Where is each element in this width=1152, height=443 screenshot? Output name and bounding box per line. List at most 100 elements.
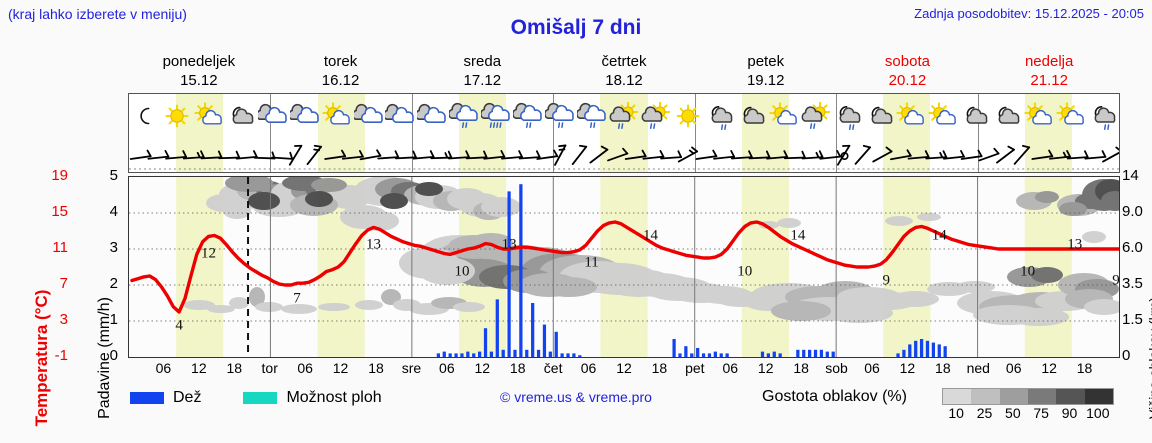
precipitation-tick-2: 3 [109,239,118,256]
wind-barb-row [129,144,1119,170]
rain-bar [772,351,776,357]
rain-bar [501,349,505,357]
wind-barb-20 [483,149,506,160]
cloudheight-tick-4: 1.5 [1122,311,1143,328]
legend-item-showers: Možnost ploh [243,389,382,407]
sun-icon [161,96,193,138]
day-separator-2 [411,94,413,172]
rain-bar [548,351,552,357]
wind-barb-10 [306,144,323,166]
cloud-density-swatch-2 [999,389,1028,404]
precipitation-axis-title: Padavine (mm/h) [78,176,113,419]
day-name: sobota [884,53,930,70]
wind-barb-6 [235,150,258,160]
wind-barb-4 [200,150,223,160]
moon-cloud-icon [225,96,257,138]
rain-bar [925,340,930,357]
temperature-label-14: 9 [1112,272,1120,289]
wind-barb-1 [147,149,170,160]
rain-bar [678,353,682,357]
rain-bar [813,349,818,357]
day-separator-6 [977,94,979,172]
day-date: 15.12 [180,72,218,89]
rain-bar [707,353,712,357]
cloud-rain-heavy-icon [480,96,512,138]
wind-barb-40 [836,144,851,166]
cloud-density-swatch-5 [1084,389,1113,404]
rain-bar [454,353,458,357]
cloud-density-tick-labels: 10 25 50 75 90 100 [940,405,1120,423]
weather-icon-row [129,96,1119,138]
wind-barb-42 [872,146,893,163]
x-tick-0: 06 [155,360,172,376]
temperature-label-1: 12 [201,245,217,262]
rain-bar [542,324,547,357]
precipitation-tick-3: 2 [109,275,118,292]
rain-bar [566,353,570,357]
wind-barb-32 [695,149,718,160]
meteogram-canvas [129,177,1119,357]
cloud-density-legend-title: Gostota oblakov (%) [762,388,907,405]
wind-barb-35 [748,150,771,160]
legend-item-rain: Dež [130,389,201,407]
x-tick-26: 18 [1076,360,1093,376]
day-header-1: torek 16.12 [270,52,412,92]
x-tick-19: sob [825,360,848,376]
rain-bar [460,353,464,357]
cloudheight-tick-1: 9.0 [1122,203,1143,220]
rain-bar [531,303,535,357]
cloud-icon [416,96,448,138]
rain-bar [719,353,723,357]
day-date: 18.12 [605,72,643,89]
x-tick-20: 06 [864,360,880,376]
temperature-tick-1: 15 [51,203,68,220]
sun-cloud-icon [321,96,353,138]
wind-barb-55 [1102,146,1119,163]
wind-barb-41 [854,144,872,165]
cloud-icon [257,96,289,138]
rain-bar [725,353,729,357]
x-tick-22: 18 [935,360,951,376]
wind-barb-16 [412,150,435,160]
rain-bar [760,351,765,357]
sun-cloud-icon [193,96,225,138]
rain-bar [472,353,476,357]
wind-barb-8 [271,151,294,160]
rain-bar [495,299,499,357]
rain-bar [519,184,523,357]
wind-barb-12 [341,149,364,160]
rain-bar [696,348,700,357]
cloudheight-tick-5: 0 [1122,347,1131,364]
rain-bar [554,331,558,357]
wind-barb-51 [1031,149,1054,160]
wind-barb-31 [677,146,699,163]
wind-barb-44 [907,150,930,160]
temperature-label-11: 14 [931,227,947,244]
rain-bar [796,349,800,357]
cloud-icon [353,96,385,138]
cloud-density-tick-5: 100 [1086,405,1110,421]
copyright-link[interactable]: © vreme.us & vreme.pro [500,389,652,405]
day-date: 20.12 [888,72,927,89]
rain-swatch [130,392,164,404]
wind-barb-39 [819,149,842,160]
rain-bar [489,351,494,357]
day-date: 16.12 [321,72,360,89]
day-header-3: četrtek 18.12 [553,52,695,92]
x-tick-21: 12 [899,360,916,376]
temperature-label-3: 13 [366,236,382,253]
rain-bar [466,351,470,357]
day-header-5: sobota 20.12 [837,52,979,92]
wind-barb-23 [536,149,559,160]
wind-barb-52 [1049,149,1071,160]
x-tick-7: sre [401,360,422,376]
rain-bar [684,346,688,357]
rain-bar [825,351,829,357]
cloud-density-swatch-0 [943,389,972,404]
x-tick-8: 06 [439,360,455,376]
day-name: nedelja [1024,53,1074,70]
moon-cloud-icon [959,96,991,138]
temperature-line [130,220,1119,314]
cloudheight-axis-ticks: 14 9.0 6.0 3.5 1.5 0 [1122,167,1152,364]
day-name: torek [323,53,358,70]
